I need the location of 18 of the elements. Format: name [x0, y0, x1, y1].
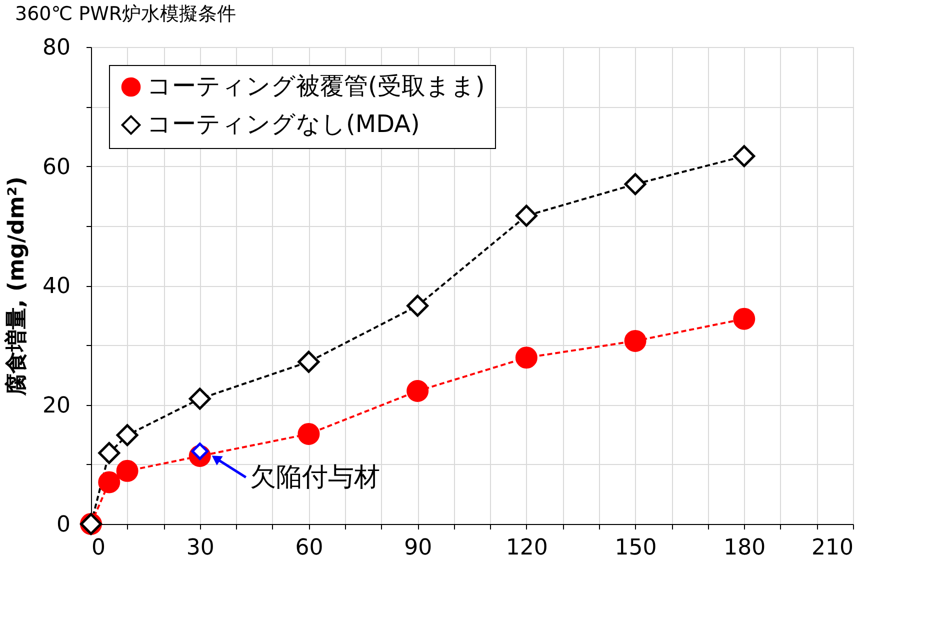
- x-tick-label: 60: [295, 536, 324, 560]
- annotation: 欠陥付与材: [250, 462, 380, 492]
- y-tick-label: 20: [42, 393, 70, 418]
- y-tick-label: 80: [42, 36, 70, 60]
- x-tick-label: 150: [614, 536, 657, 560]
- legend-label: コーティングなし(MDA): [147, 110, 420, 138]
- x-tick-label: 0: [92, 536, 106, 560]
- y-axis-title: 腐食増量, (mg/dm²): [4, 176, 30, 397]
- x-tick-label: 210: [812, 536, 854, 560]
- y-tick-label: 0: [56, 512, 70, 538]
- x-tick-label: 180: [724, 536, 766, 560]
- chart-title: 360℃ PWR炉水模擬条件: [15, 3, 236, 25]
- y-tick-label: 40: [42, 274, 70, 299]
- x-tick-label: 90: [404, 536, 432, 560]
- x-tick-label: 120: [506, 536, 548, 560]
- y-tick-label: 60: [42, 154, 70, 180]
- legend-label: コーティング被覆管(受取まま): [147, 72, 485, 100]
- x-tick-label: 30: [186, 536, 214, 560]
